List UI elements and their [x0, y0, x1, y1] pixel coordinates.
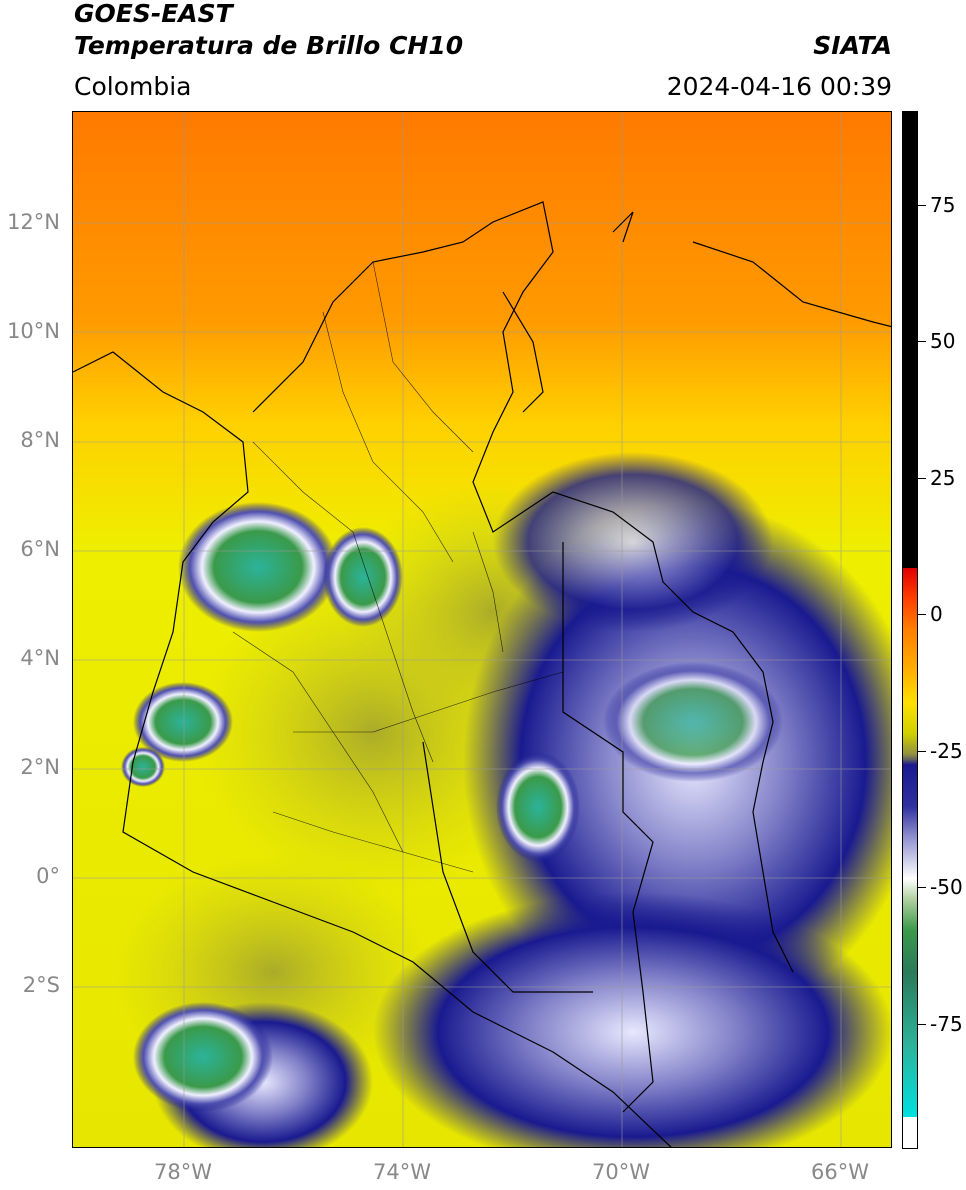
colorbar-tick [918, 751, 926, 752]
colorbar-label: -25 [930, 739, 963, 763]
lat-label: 2°N [20, 755, 60, 779]
cloud-core-pacific [133, 682, 233, 762]
title-line-1: GOES-EAST [74, 0, 233, 28]
cloud-core-central [323, 527, 403, 627]
datetime-label: 2024-04-16 00:39 [666, 72, 892, 101]
lon-label: 74°W [373, 1160, 431, 1184]
cloud-core-south-pacific [121, 747, 165, 787]
department-borders [232, 261, 564, 873]
colorbar [902, 111, 918, 1149]
colorbar-label: 50 [930, 329, 956, 353]
gridlines [73, 112, 891, 1147]
cloud-core-west [178, 502, 338, 632]
lat-label: 10°N [7, 319, 60, 343]
region-label: Colombia [74, 72, 192, 101]
map-panel[interactable] [72, 111, 892, 1148]
lon-label: 70°W [592, 1160, 650, 1184]
satellite-map[interactable] [73, 112, 892, 1148]
lat-label: 4°N [20, 646, 60, 670]
lat-label: 2°S [22, 973, 60, 997]
lat-label: 6°N [20, 537, 60, 561]
title-line-2: Temperatura de Brillo CH10 [74, 31, 464, 60]
colorbar-tick [918, 614, 926, 615]
cloud-core-amazon [496, 752, 580, 862]
organization-label: SIATA [813, 31, 892, 60]
colorbar-tick [918, 887, 926, 888]
lat-label: 0° [36, 864, 60, 888]
lat-label: 8°N [20, 428, 60, 452]
colorbar-tick [918, 478, 926, 479]
cloud-blue-south [373, 892, 891, 1147]
lon-label: 66°W [811, 1160, 869, 1184]
lat-label: 12°N [7, 210, 60, 234]
colorbar-label: 25 [930, 466, 956, 490]
colorbar-label: -75 [930, 1012, 963, 1036]
cloud-core-east [603, 662, 783, 782]
colorbar-label: -50 [930, 875, 963, 899]
cloud-core-southwest [133, 1002, 273, 1112]
country-borders [73, 201, 891, 1147]
colorbar-tick [918, 1024, 926, 1025]
lon-label: 78°W [154, 1160, 212, 1184]
colorbar-tick [918, 205, 926, 206]
colorbar-label: 0 [930, 602, 943, 626]
cloud-blue-north [493, 452, 773, 632]
colorbar-label: 75 [930, 193, 956, 217]
colorbar-tick [918, 341, 926, 342]
